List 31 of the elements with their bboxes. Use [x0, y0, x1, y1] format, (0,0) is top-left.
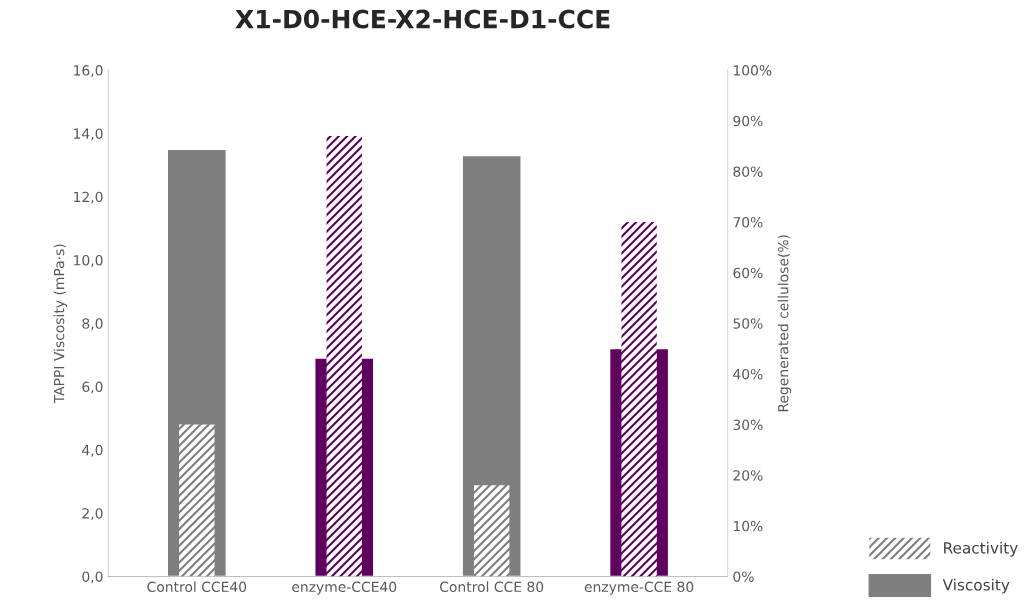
x-tick-label: enzyme-CCE 80 [584, 581, 694, 595]
y2-tick-label: 60% [733, 267, 763, 279]
x-tick-label: enzyme-CCE40 [292, 581, 397, 595]
y2-tick-label: 20% [733, 470, 763, 481]
legend-label: Reactivity [944, 541, 1018, 557]
y2-tick-label: 90% [733, 115, 763, 127]
y2-axis-title: Regenerated cellulose(%) [777, 235, 792, 412]
y-tick-label: 8,0 [82, 318, 103, 331]
bar [179, 424, 215, 577]
y-tick-label: 2,0 [82, 508, 103, 521]
y-tick-label: 16,0 [74, 65, 103, 78]
x-tick-label: Control CCE 80 [440, 581, 544, 593]
y-tick-label: 4,0 [82, 444, 103, 457]
y2-tick-label: 80% [733, 166, 763, 177]
y2-tick-label: 40% [733, 368, 763, 380]
chart-title: X1-D0-HCE-X2-HCE-D1-CCE [235, 9, 610, 29]
y2-tick-label: 70% [733, 217, 763, 228]
y-tick-label: 6,0 [82, 381, 103, 394]
y2-tick-label: 100% [733, 65, 772, 76]
y-tick-label: 10,0 [74, 254, 103, 267]
y2-tick-label: 30% [733, 419, 763, 431]
y2-tick-label: 10% [733, 520, 763, 532]
y2-tick-label: 50% [733, 318, 763, 329]
y-axis-title: TAPPI Viscosity (mPa·s) [53, 244, 68, 404]
legend-label: Viscosity [942, 578, 1010, 594]
y2-tick-label: 0% [733, 571, 754, 582]
y-tick-label: 0,0 [82, 571, 103, 584]
x-tick-label: Control CCE40 [147, 581, 247, 593]
y-tick-label: 12,0 [74, 191, 103, 204]
y-tick-label: 14,0 [74, 128, 103, 141]
bar [473, 485, 510, 577]
